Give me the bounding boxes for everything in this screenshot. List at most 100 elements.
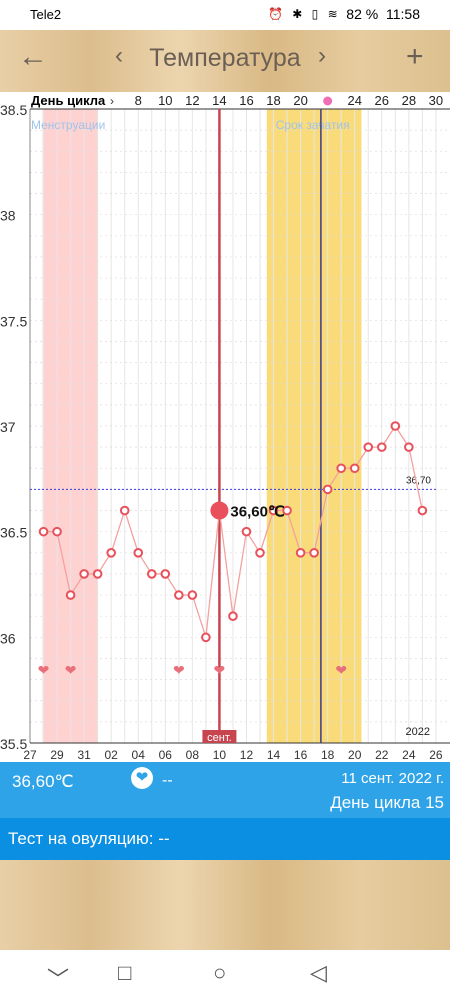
temperature-point [106, 548, 116, 558]
y-tick-label: 37.5 [0, 313, 27, 329]
x-tick-label: 27 [23, 748, 37, 762]
x-tick-label: 14 [267, 748, 281, 762]
menstruation-label: Менструации [31, 118, 105, 132]
info-bar[interactable]: 36,60℃ ❤ -- 11 сент. 2022 г. День цикла … [0, 762, 450, 818]
selected-date: 11 сент. 2022 г. [341, 770, 444, 787]
y-tick-label: 38 [0, 208, 16, 224]
cycle-day-tick: 30 [429, 93, 443, 108]
cycle-day-axis-arrow: › [110, 94, 114, 108]
heart-value: -- [162, 772, 173, 789]
battery-level: 82 % [346, 6, 379, 22]
ovulation-test-label: Тест на овуляцию: -- [8, 829, 170, 848]
x-tick-label: 10 [213, 748, 227, 762]
x-tick-label: 29 [50, 748, 64, 762]
y-tick-label: 36 [0, 630, 16, 646]
temperature-point [282, 505, 292, 516]
temperature-point [349, 463, 360, 474]
nav-recent-icon[interactable]: □ [118, 960, 132, 985]
temperature-point [201, 632, 211, 643]
cycle-day-tick: 16 [239, 93, 253, 108]
status-icons: ⏰ ✱ ▯ ≋ [268, 7, 341, 21]
selected-point [210, 501, 229, 520]
page-title: Температура [149, 44, 301, 72]
temperature-point [228, 611, 238, 622]
temperature-point [295, 548, 306, 558]
chevron-right-icon[interactable]: › [318, 42, 326, 69]
cycle-day-tick: 28 [402, 93, 416, 108]
x-tick-label: 18 [321, 748, 335, 762]
temperature-point [187, 590, 198, 600]
heart-marker: ❤ [65, 662, 77, 678]
ovulation-test-bar[interactable]: Тест на овуляцию: -- [0, 818, 450, 860]
cycle-day-tick: 18 [266, 93, 280, 108]
temperature-point [52, 526, 62, 537]
temperature-value: 36,60℃ [12, 772, 74, 791]
wood-background [0, 860, 450, 950]
temperature-point [65, 590, 76, 600]
x-tick-label: 06 [159, 748, 173, 762]
y-tick-label: 35.5 [0, 736, 27, 752]
temperature-point [119, 505, 130, 516]
x-tick-label: 22 [375, 748, 389, 762]
coverline-label: 36,70 [406, 475, 431, 486]
nav-back-icon[interactable]: ﹀ [47, 967, 70, 992]
y-tick-label: 37 [0, 419, 16, 435]
fertile-label: Срок зачатия [276, 118, 350, 132]
cycle-day-tick: 10 [158, 93, 172, 108]
clock: 11:58 [386, 6, 420, 22]
x-tick-label: 02 [105, 748, 119, 762]
temperature-point [336, 463, 346, 474]
temperature-point [255, 548, 265, 558]
cycle-day-tick: 20 [293, 93, 307, 108]
carrier: Tele2 [30, 7, 62, 22]
temperature-point [268, 505, 279, 516]
selected-point-label: 36,60℃ [230, 504, 285, 521]
x-tick-label: 08 [186, 748, 200, 762]
nav-home-icon[interactable]: ○ [213, 960, 227, 985]
temperature-chart[interactable]: 38.5 38 37.5 37 36.5 36 35.5 27 29 31 02 04 06 08 10 12… [0, 92, 450, 762]
x-tick-label: 04 [132, 748, 146, 762]
temperature-point [174, 590, 184, 600]
arrow-left-icon[interactable]: ← [18, 40, 48, 73]
heart-marker: ❤ [335, 662, 347, 678]
temperature-point [322, 484, 333, 495]
nav-back-triangle-icon[interactable]: ◁ [310, 960, 327, 985]
x-tick-label: 16 [294, 748, 308, 762]
cycle-day: День цикла 15 [330, 793, 444, 812]
nav-bar: ﹀ □ ○ ◁ [0, 950, 450, 1000]
month-label-bg [202, 730, 237, 743]
top-bar: ← ‹ Температура › + [0, 30, 450, 92]
temperature-point [241, 526, 252, 537]
temperature-point [376, 442, 387, 452]
temperature-point [309, 548, 319, 558]
cycle-day-axis-label: День цикла [31, 93, 106, 108]
heart-icon[interactable]: ❤ [131, 767, 153, 789]
x-tick-label: 31 [77, 748, 91, 762]
heart-marker: ❤ [214, 662, 226, 678]
cycle-day-tick: 14 [212, 93, 226, 108]
plus-icon[interactable]: + [406, 40, 424, 73]
y-tick-label: 36.5 [0, 525, 27, 541]
chevron-left-icon[interactable]: ‹ [115, 42, 123, 69]
temperature-point [38, 526, 49, 537]
x-tick-label: 24 [402, 748, 416, 762]
cycle-day-tick: 8 [135, 93, 142, 108]
temperature-point [417, 505, 428, 516]
temperature-point [160, 569, 171, 579]
chart-svg[interactable]: 38.5 38 37.5 37 36.5 36 35.527 29 31 02 04 06 08 10 12… [0, 92, 450, 762]
battery-time: 82 % 11:58 [346, 6, 420, 22]
cycle-day-tick: 26 [375, 93, 389, 108]
temperature-point [133, 548, 144, 558]
temperature-point [390, 421, 401, 431]
cycle-day-tick: 12 [185, 93, 199, 108]
year-label: 2022 [406, 726, 430, 738]
x-tick-label: 20 [348, 748, 362, 762]
temperature-point [92, 569, 103, 579]
status-bar: Tele2 ⏰ ✱ ▯ ≋ 82 % 11:58 [0, 0, 450, 30]
x-tick-label: 26 [429, 748, 443, 762]
ovulation-day-marker [323, 96, 333, 106]
cycle-day-tick: 24 [347, 93, 361, 108]
heart-marker: ❤ [173, 662, 185, 678]
x-tick-label: 12 [240, 748, 254, 762]
temperature-point [404, 442, 414, 452]
